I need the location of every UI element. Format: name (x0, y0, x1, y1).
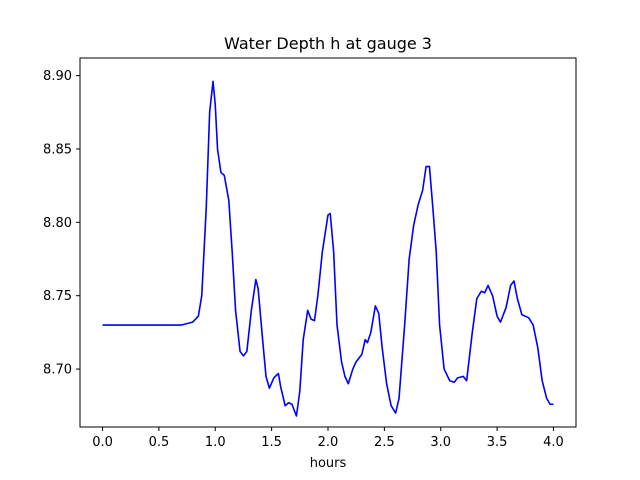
x-tick-label: 4.0 (543, 435, 564, 450)
y-tick-label: 8.75 (43, 289, 72, 304)
x-axis-label: hours (310, 456, 347, 471)
x-tick-label: 2.5 (374, 435, 395, 450)
y-axis: 8.70 8.75 8.80 8.85 8.90 (43, 69, 80, 378)
x-tick-label: 1.0 (205, 435, 226, 450)
y-tick-label: 8.70 (43, 363, 72, 378)
x-tick-label: 3.0 (430, 435, 451, 450)
x-tick-label: 0.5 (149, 435, 170, 450)
y-tick-label: 8.90 (43, 69, 72, 84)
y-tick-label: 8.85 (43, 142, 72, 157)
x-tick-label: 2.0 (318, 435, 339, 450)
x-tick-label: 3.5 (487, 435, 508, 450)
y-tick-label: 8.80 (43, 216, 72, 231)
data-lines (102, 80, 554, 417)
series-line-0 (102, 80, 554, 417)
x-tick-label: 0.0 (92, 435, 113, 450)
x-tick-label: 1.5 (261, 435, 282, 450)
x-axis: 0.0 0.5 1.0 1.5 2.0 2.5 3.0 3.5 4.0 (92, 427, 564, 450)
plot-area-frame (79, 57, 577, 428)
chart-title: Water Depth h at gauge 3 (224, 34, 432, 53)
